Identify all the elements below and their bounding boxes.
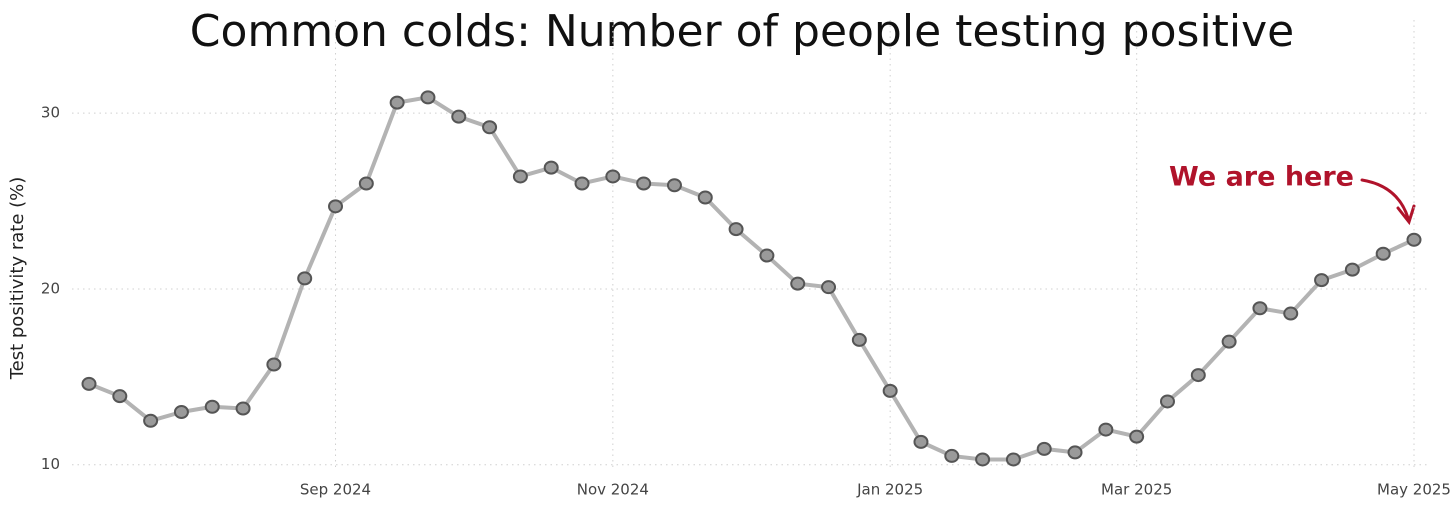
point xyxy=(1129,429,1145,444)
y-tick-label: 30 xyxy=(41,104,60,122)
point xyxy=(1375,246,1391,261)
point xyxy=(1406,232,1422,247)
point xyxy=(1159,394,1175,409)
annotation: We are here xyxy=(1169,162,1354,193)
x-tick-label: May 2025 xyxy=(1377,481,1451,499)
point xyxy=(574,176,590,191)
point xyxy=(482,120,498,135)
point xyxy=(204,399,220,414)
point xyxy=(728,222,744,237)
annotation-arrow xyxy=(1360,178,1416,226)
x-tick-label: Mar 2025 xyxy=(1101,481,1172,499)
point xyxy=(1190,368,1206,383)
point xyxy=(512,169,528,184)
point xyxy=(821,280,837,295)
y-tick-label: 20 xyxy=(41,279,60,297)
point xyxy=(944,448,960,463)
point xyxy=(1067,445,1083,460)
point xyxy=(1098,422,1114,437)
point xyxy=(328,199,344,214)
point xyxy=(266,357,282,372)
point xyxy=(235,401,251,416)
point xyxy=(759,248,775,263)
point xyxy=(297,271,313,286)
point xyxy=(1344,262,1360,277)
point xyxy=(389,95,405,110)
point xyxy=(543,160,559,175)
point xyxy=(1283,306,1299,321)
point xyxy=(1252,301,1268,316)
point xyxy=(173,404,189,419)
y-axis-label: Test positivity rate (%) xyxy=(7,177,28,381)
point xyxy=(605,169,621,184)
point xyxy=(666,178,682,193)
point xyxy=(975,452,991,467)
x-tick-label: Sep 2024 xyxy=(300,481,371,499)
line xyxy=(88,95,1415,462)
point xyxy=(143,413,159,428)
point xyxy=(790,276,806,291)
point xyxy=(358,176,374,191)
point xyxy=(1005,452,1021,467)
point xyxy=(81,376,97,391)
point xyxy=(420,90,436,105)
point xyxy=(1314,273,1330,288)
y-tick-label: 10 xyxy=(41,455,60,473)
point xyxy=(697,190,713,205)
point xyxy=(913,434,929,449)
point xyxy=(882,383,898,398)
point xyxy=(112,389,128,404)
point xyxy=(1221,334,1237,349)
chart-title: Common colds: Number of people testing p… xyxy=(190,6,1295,57)
point xyxy=(451,109,467,124)
point xyxy=(1036,441,1052,456)
x-tick-label: Jan 2025 xyxy=(856,481,923,499)
point xyxy=(636,176,652,191)
point xyxy=(851,332,867,347)
x-tick-label: Nov 2024 xyxy=(577,481,649,499)
